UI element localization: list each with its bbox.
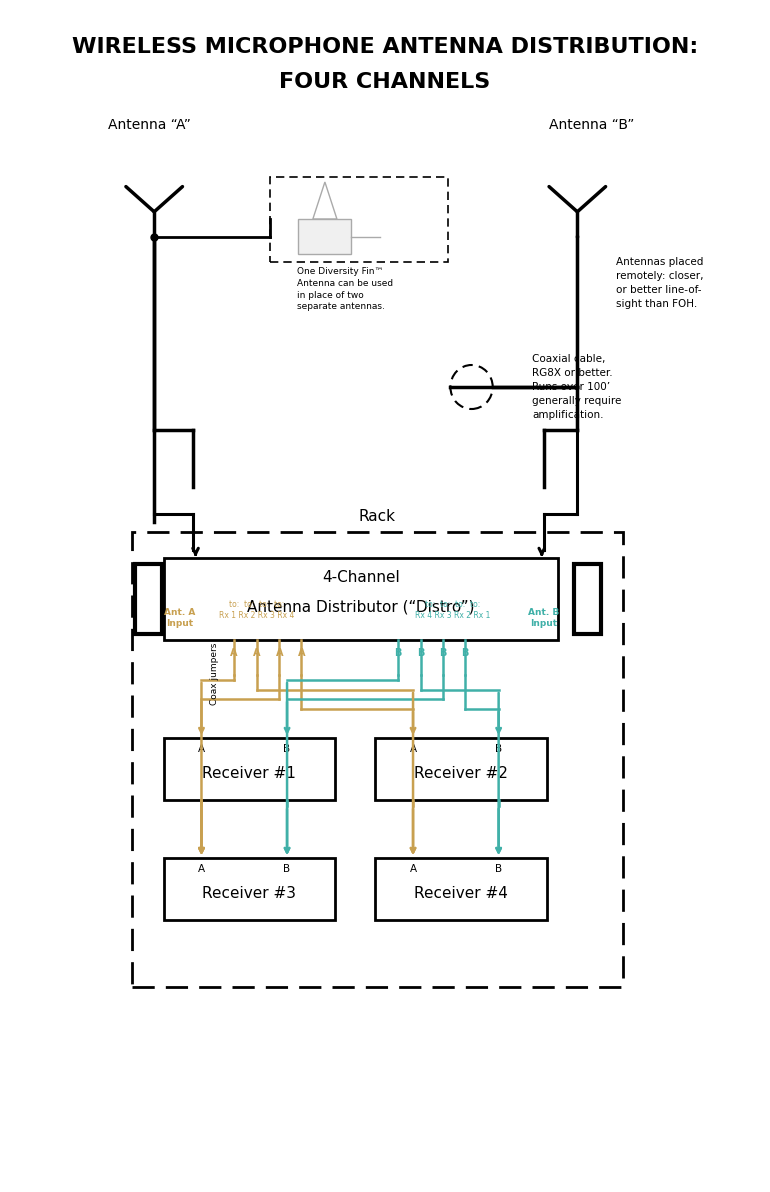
Text: A: A — [410, 744, 417, 755]
Text: to:  to:  to:  to:
Rx 4 Rx 3 Rx 2 Rx 1: to: to: to: to: Rx 4 Rx 3 Rx 2 Rx 1 — [414, 600, 490, 620]
Text: B: B — [495, 744, 502, 755]
Text: B: B — [461, 648, 468, 658]
Text: to:  to:  to:  to:
Rx 1 Rx 2 Rx 3 Rx 4: to: to: to: to: Rx 1 Rx 2 Rx 3 Rx 4 — [219, 600, 295, 620]
Text: Coaxial cable,
RG8X or better.
Runs over 100’
generally require
amplification.: Coaxial cable, RG8X or better. Runs over… — [532, 354, 621, 420]
Text: B: B — [439, 648, 447, 658]
Text: A: A — [276, 648, 283, 658]
Text: Receiver #4: Receiver #4 — [414, 887, 508, 901]
Text: A: A — [230, 648, 238, 658]
Text: Antenna “B”: Antenna “B” — [549, 118, 634, 132]
Text: A: A — [253, 648, 261, 658]
Text: Ant. B
Input: Ant. B Input — [528, 608, 559, 628]
Bar — [135, 564, 162, 634]
Text: Receiver #1: Receiver #1 — [203, 766, 296, 782]
Text: A: A — [297, 648, 305, 658]
Text: FOUR CHANNELS: FOUR CHANNELS — [280, 72, 490, 92]
Text: B: B — [495, 864, 502, 874]
Bar — [376, 858, 547, 920]
Text: Rack: Rack — [359, 509, 396, 524]
Text: Receiver #3: Receiver #3 — [203, 887, 296, 901]
Text: 4-Channel: 4-Channel — [322, 570, 400, 585]
Text: Ant. A
Input: Ant. A Input — [165, 608, 196, 628]
Text: Antenna Distributor (“Distro”): Antenna Distributor (“Distro”) — [247, 600, 475, 615]
Text: B: B — [283, 864, 290, 874]
Text: B: B — [393, 648, 401, 658]
Text: WIRELESS MICROPHONE ANTENNA DISTRIBUTION:: WIRELESS MICROPHONE ANTENNA DISTRIBUTION… — [72, 37, 698, 57]
Bar — [574, 564, 601, 634]
Text: B: B — [283, 744, 290, 755]
Text: A: A — [198, 864, 205, 874]
Text: Antennas placed
remotely: closer,
or better line-of-
sight than FOH.: Antennas placed remotely: closer, or bet… — [616, 257, 703, 309]
Bar — [299, 219, 351, 254]
Text: One Diversity Fin™
Antenna can be used
in place of two
separate antennas.: One Diversity Fin™ Antenna can be used i… — [296, 267, 393, 311]
Bar — [164, 858, 335, 920]
Bar — [164, 558, 558, 640]
Text: Coax jumpers: Coax jumpers — [210, 642, 219, 706]
Text: A: A — [198, 744, 205, 755]
Text: B: B — [417, 648, 424, 658]
Bar — [164, 738, 335, 800]
Text: A: A — [410, 864, 417, 874]
Bar — [376, 738, 547, 800]
Text: Receiver #2: Receiver #2 — [414, 766, 508, 782]
Text: Antenna “A”: Antenna “A” — [108, 118, 191, 132]
